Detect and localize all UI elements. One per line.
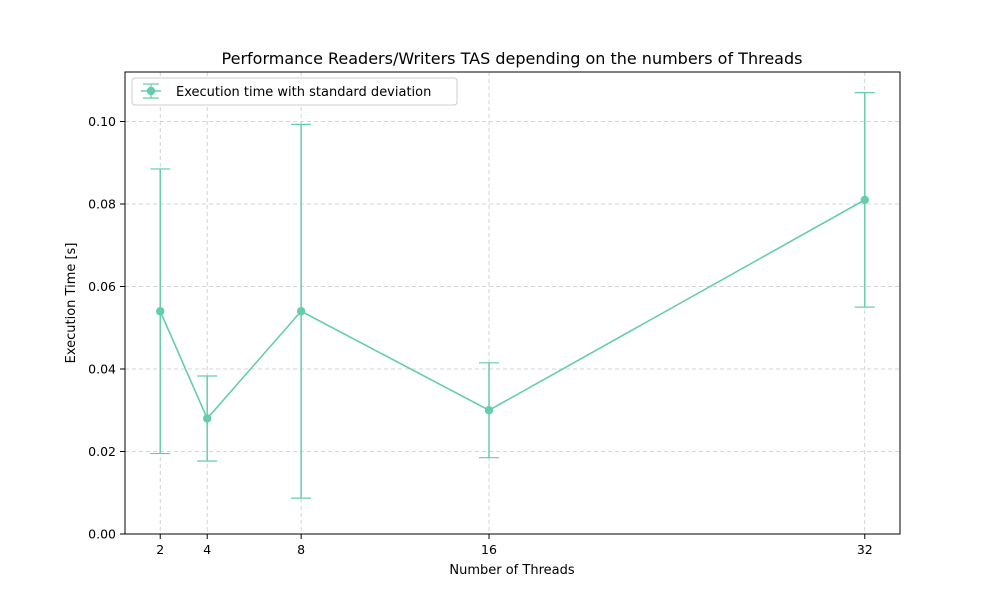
series-layer: [150, 92, 875, 499]
y-tick-label: 0.02: [88, 444, 116, 459]
data-point: [156, 307, 165, 316]
x-tick-label: 16: [481, 542, 497, 557]
x-axis: 2 4 8 16 32: [156, 534, 873, 557]
data-point: [860, 195, 869, 205]
y-tick-label: 0.06: [88, 279, 116, 294]
series-line: [159, 199, 866, 420]
plot-frame: [124, 71, 901, 535]
y-tick-label: 0.04: [88, 362, 116, 377]
legend-marker-icon: [141, 83, 161, 99]
x-tick-label: 4: [203, 542, 211, 557]
y-axis: 0.00 0.02 0.04 0.06 0.08 0.10: [88, 114, 125, 542]
data-point: [484, 406, 494, 415]
data-point: [202, 414, 212, 423]
legend-label: Execution time with standard deviation: [176, 85, 431, 100]
legend-point: [146, 86, 156, 96]
x-axis-label: Number of Threads: [449, 563, 574, 578]
y-tick-label: 0.00: [88, 527, 116, 542]
grid: [125, 72, 900, 535]
legend: Execution time with standard deviation: [131, 77, 458, 106]
x-tick-label: 32: [857, 542, 873, 557]
y-tick-label: 0.08: [88, 197, 116, 212]
y-axis-label: Execution Time [s]: [64, 243, 79, 364]
x-tick-label: 8: [297, 542, 305, 557]
data-point: [296, 307, 306, 316]
x-tick-label: 2: [156, 542, 164, 557]
y-tick-label: 0.10: [88, 114, 116, 129]
legend-box: [131, 77, 458, 106]
chart-title: Performance Readers/Writers TAS dependin…: [222, 49, 803, 68]
